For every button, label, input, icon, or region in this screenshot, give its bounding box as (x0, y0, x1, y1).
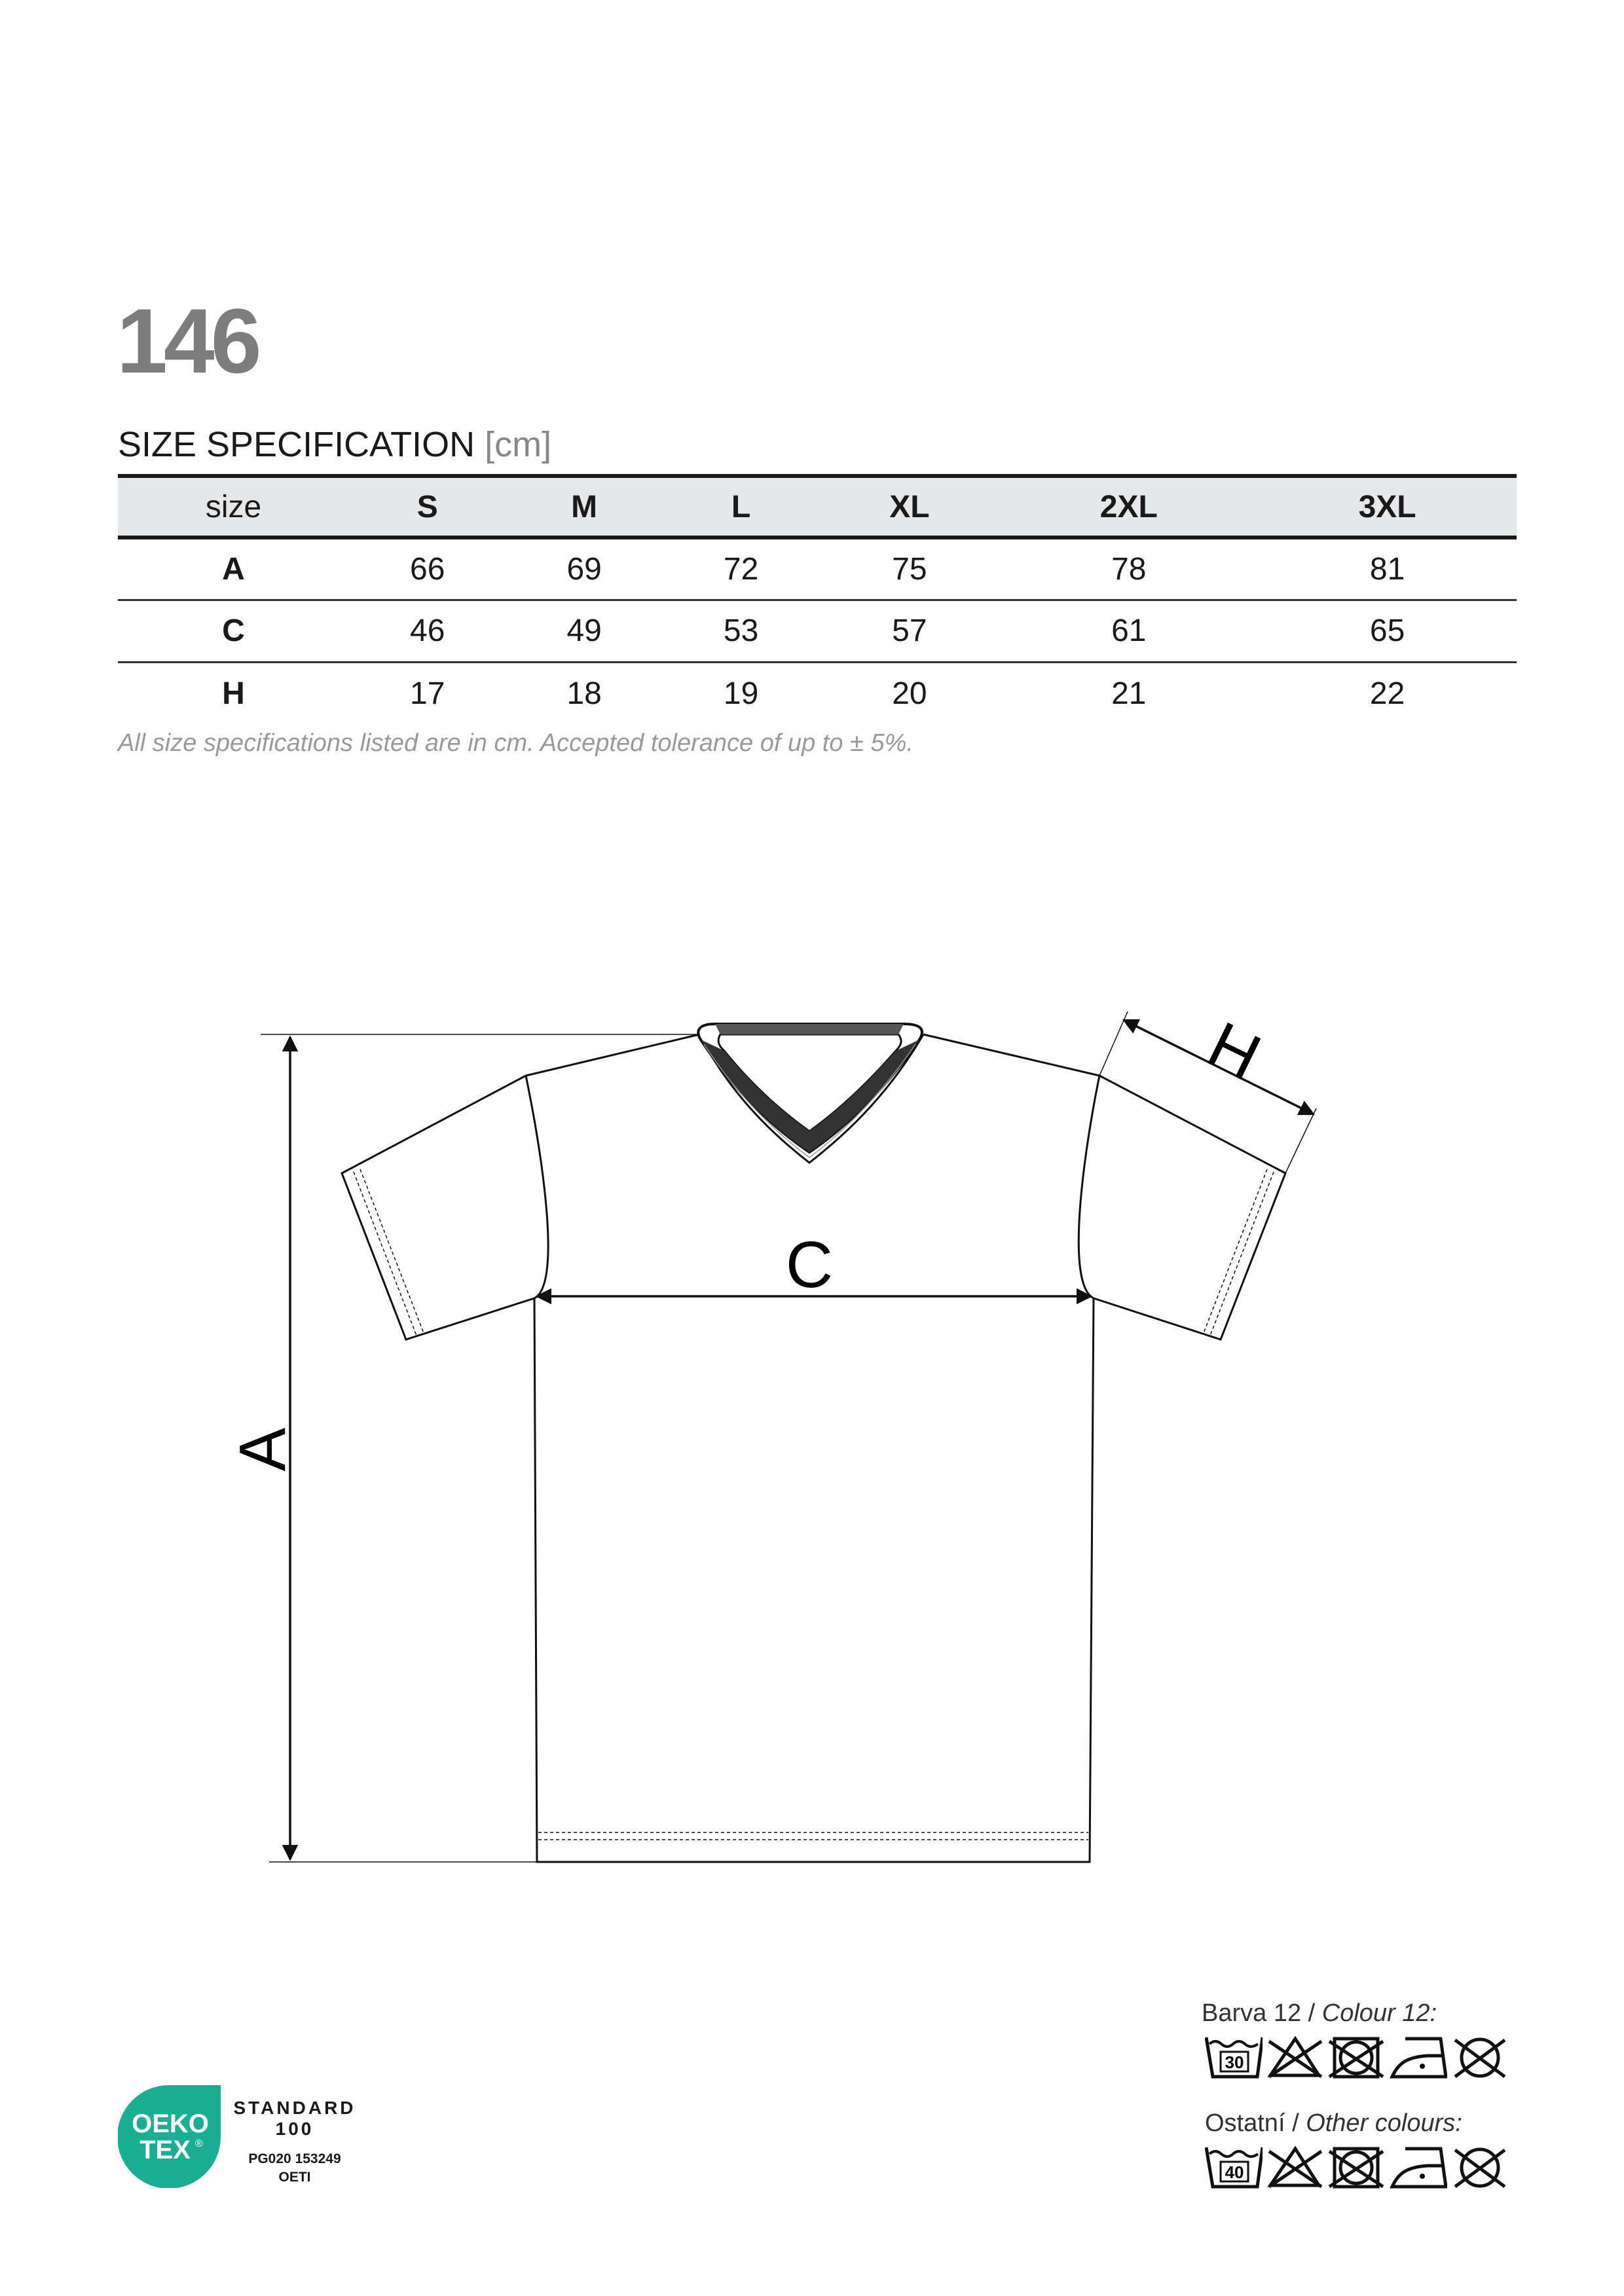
tshirt-outline (341, 1023, 1287, 1863)
header-cell: 2XL (1099, 489, 1158, 524)
header-cell: S (416, 489, 438, 524)
header-cell: XL (889, 489, 930, 524)
label-h: H (1197, 1008, 1272, 1094)
dimension-h (1099, 1011, 1317, 1174)
tolerance-note: All size specifications listed are in cm… (118, 729, 913, 757)
care-label-en: Other colours: (1306, 2109, 1462, 2137)
table-cell: 19 (723, 676, 759, 711)
table-cell: 78 (1111, 551, 1147, 587)
table-cell: 20 (892, 676, 927, 711)
care-icons-colour-12: 30 (1205, 2036, 1509, 2079)
header-cell: size (205, 489, 262, 524)
logo-mark: ® (195, 2138, 203, 2149)
table-row: C 46 49 53 57 61 65 (118, 600, 1517, 662)
care-label-colour-12: Barva 12 / Colour 12: (1202, 1999, 1437, 2028)
logo-text: TEX (139, 2136, 191, 2164)
iron-low-icon (1390, 2147, 1447, 2189)
certificate-code: PG020 153249 (248, 2151, 341, 2166)
header-cell: M (571, 489, 598, 524)
table-cell: 57 (892, 613, 927, 648)
model-number: 146 (117, 289, 262, 392)
table-cell: 53 (723, 613, 759, 648)
care-label-other: Ostatní / Other colours: (1205, 2109, 1462, 2138)
wash-30-icon: 30 (1205, 2037, 1263, 2079)
table-cell: 65 (1369, 613, 1405, 648)
table-row: H 17 18 19 20 21 22 (118, 662, 1517, 724)
table-cell: 17 (410, 676, 445, 711)
standard-label: STANDARD (233, 2098, 356, 2118)
table-cell: 69 (566, 551, 602, 587)
care-label-en: Colour 12: (1321, 1999, 1437, 2027)
care-icons-other: 40 (1205, 2146, 1509, 2189)
label-c: C (786, 1228, 833, 1302)
no-bleach-icon (1267, 2036, 1323, 2079)
standard-number: 100 (275, 2119, 314, 2139)
wash-temperature: 40 (1225, 2162, 1244, 2182)
certificate-institute: OETI (278, 2170, 311, 2185)
table-cell: 75 (892, 551, 927, 587)
oeko-tex-drop-icon: OEKO TEX ® (117, 2085, 221, 2189)
separator: / (1308, 1999, 1316, 2027)
no-tumble-dry-icon (1328, 2147, 1384, 2189)
no-bleach-icon (1267, 2146, 1323, 2189)
dimension-a (261, 1034, 699, 1863)
table-cell: 21 (1111, 676, 1147, 711)
table-cell: 22 (1369, 676, 1405, 711)
table-cell: 81 (1369, 551, 1405, 587)
size-table: size S M L XL 2XL 3XL A 66 69 72 75 78 81 C 46 49… (118, 474, 1517, 724)
no-tumble-dry-icon (1328, 2037, 1384, 2079)
care-label-cz: Barva 12 (1202, 1999, 1302, 2027)
table-cell: 61 (1111, 613, 1147, 648)
table-row: A 66 69 72 75 78 81 (118, 538, 1517, 600)
table-header-row: size S M L XL 2XL 3XL (118, 476, 1517, 538)
table-cell: 46 (410, 613, 445, 648)
spec-title-text: SIZE SPECIFICATION (118, 425, 475, 464)
spec-title: SIZE SPECIFICATION [cm] (118, 424, 551, 465)
label-a: A (226, 1427, 299, 1471)
table-cell: 49 (566, 613, 602, 648)
table-cell: 72 (723, 551, 759, 587)
logo-text: OEKO (132, 2109, 209, 2138)
no-dry-clean-icon (1454, 2147, 1506, 2189)
table-cell: 66 (410, 551, 445, 587)
row-label: H (222, 676, 245, 711)
oeko-tex-logo: OEKO TEX ® (117, 2085, 221, 2189)
wash-temperature: 30 (1225, 2052, 1244, 2072)
table-cell: 18 (566, 676, 602, 711)
care-label-cz: Ostatní (1205, 2109, 1285, 2137)
row-label: A (222, 551, 245, 587)
iron-low-icon (1390, 2037, 1447, 2079)
row-label: C (222, 613, 245, 648)
no-dry-clean-icon (1454, 2037, 1506, 2079)
header-cell: 3XL (1358, 489, 1416, 524)
spec-unit: [cm] (485, 425, 552, 464)
header-cell: L (731, 489, 751, 524)
wash-40-icon: 40 (1205, 2147, 1263, 2189)
separator: / (1292, 2109, 1299, 2137)
